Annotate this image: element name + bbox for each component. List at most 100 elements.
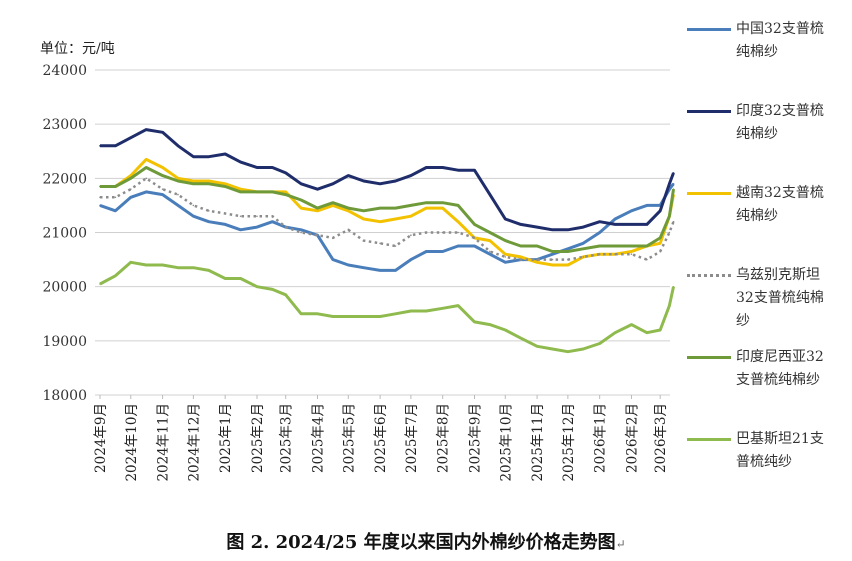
data-point [347, 210, 350, 212]
data-point [567, 258, 569, 261]
data-point [668, 304, 671, 307]
data-point [646, 204, 648, 207]
data-point [114, 275, 117, 277]
legend-label: 中国32支普梳纯棉纱 [736, 21, 824, 60]
data-point [473, 321, 476, 323]
data-point [177, 177, 179, 180]
data-point [332, 237, 334, 239]
data-point [441, 166, 444, 169]
data-point [504, 256, 507, 258]
data-point [161, 193, 164, 196]
data-point [362, 180, 365, 182]
data-point [668, 182, 671, 185]
data-point [410, 258, 412, 261]
data-point [582, 247, 585, 250]
y-axis-unit-label: 单位：元/吨 [40, 41, 115, 57]
data-point [646, 258, 648, 261]
legend-swatch [687, 28, 731, 31]
data-point [614, 253, 616, 255]
data-point [672, 188, 675, 190]
data-point [441, 207, 444, 209]
data-point [582, 226, 585, 228]
data-point [519, 245, 522, 247]
data-point [582, 242, 585, 245]
data-point [630, 323, 633, 326]
data-point [177, 266, 179, 269]
data-point [489, 323, 491, 326]
data-point [284, 226, 287, 228]
x-tick-label: 2025年11月 [530, 403, 546, 482]
data-point [145, 158, 147, 161]
data-point [567, 264, 569, 266]
x-tick-label: 2025年3月 [279, 403, 295, 473]
data-point [239, 161, 242, 163]
return-mark: ↵ [615, 537, 626, 551]
data-point [536, 258, 538, 261]
data-point [425, 310, 428, 312]
data-point [239, 277, 242, 280]
data-point [224, 185, 226, 188]
data-point [332, 204, 334, 207]
data-point [410, 204, 412, 207]
data-point [425, 250, 428, 253]
data-point [379, 220, 381, 223]
data-point [177, 204, 179, 207]
data-point [114, 210, 117, 212]
data-point [192, 266, 195, 269]
x-tick-label: 2025年2月 [250, 403, 266, 473]
data-point [551, 264, 554, 266]
data-point [457, 245, 459, 247]
data-point [504, 239, 507, 242]
data-point [300, 312, 302, 315]
data-point [489, 193, 491, 196]
data-point [177, 180, 179, 182]
data-point [536, 226, 538, 228]
data-point [177, 193, 179, 196]
y-tick-label: 24000 [42, 63, 87, 79]
data-point [145, 191, 147, 193]
data-point [129, 136, 132, 139]
data-point [316, 312, 319, 315]
data-point [630, 223, 633, 226]
data-point [362, 210, 365, 212]
x-axis-ticks: 2024年9月 2024年10月 2024年11月 2024年12月 2025年1月 20… [93, 395, 669, 482]
y-tick-label: 18000 [42, 388, 87, 404]
series-lines [99, 128, 675, 354]
x-tick-label: 2026年2月 [624, 403, 640, 473]
data-point [332, 201, 334, 204]
data-point [582, 348, 585, 350]
data-point [567, 247, 569, 250]
data-point [410, 174, 412, 177]
data-point [489, 239, 491, 242]
data-point [145, 177, 147, 180]
legend-label: 巴基斯坦21支普梳纯纱 [736, 431, 824, 470]
data-point [99, 145, 101, 147]
data-point [300, 199, 302, 201]
x-tick-label: 2024年10月 [124, 403, 140, 482]
legend-swatch [687, 356, 731, 359]
data-point [224, 153, 226, 155]
data-point [473, 169, 476, 172]
x-tick-label: 2025年10月 [498, 403, 514, 482]
data-point [598, 220, 601, 223]
data-point [567, 228, 569, 231]
data-point [271, 191, 274, 193]
data-point [192, 180, 195, 182]
data-point [457, 304, 459, 307]
data-point [457, 231, 459, 234]
data-point [614, 218, 616, 220]
data-point [598, 245, 601, 247]
data-point [567, 250, 569, 253]
data-point [425, 201, 428, 204]
x-tick-label: 2025年6月 [373, 403, 389, 473]
legend-swatch [687, 274, 731, 277]
data-point [473, 245, 476, 247]
data-point [672, 285, 675, 288]
data-point [536, 345, 538, 348]
data-point [582, 256, 585, 258]
data-point [161, 174, 164, 177]
data-point [504, 253, 507, 255]
data-point [300, 207, 302, 209]
legend-label: 印度32支普梳纯棉纱 [736, 103, 824, 142]
x-tick-label: 2026年1月 [593, 403, 609, 473]
